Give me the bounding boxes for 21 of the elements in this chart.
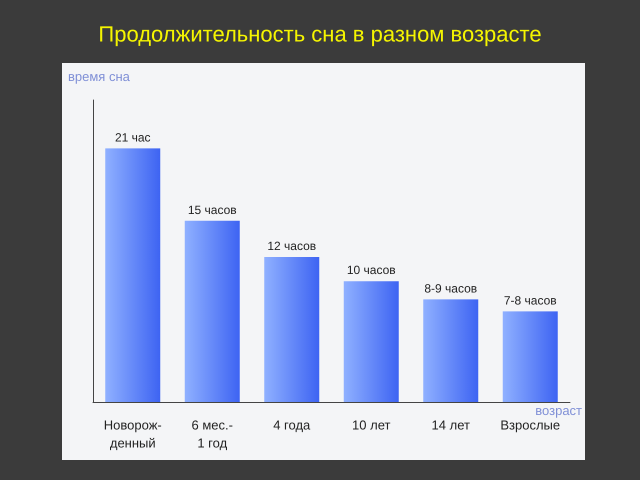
x-axis-title: возраст: [535, 403, 582, 418]
data-label: 7-8 часов: [504, 293, 557, 308]
bar: [344, 281, 399, 402]
data-label: 10 часов: [346, 263, 396, 278]
data-label: 12 часов: [267, 239, 316, 254]
data-label: 15 часов: [188, 202, 237, 217]
data-label: 21 час: [114, 130, 151, 144]
x-tick-label: 14 лет: [432, 418, 470, 432]
x-tick-label: Взрослые: [500, 418, 560, 432]
bar: [502, 311, 558, 402]
bar: [105, 148, 160, 402]
y-axis-title: время сна: [68, 69, 131, 84]
x-tick-label: 6 мес.- 1 год: [192, 418, 233, 450]
bar: [264, 257, 320, 402]
x-tick-label: 4 года: [273, 418, 312, 432]
bar: [423, 299, 478, 402]
chart-title: Продолжительность сна в разном возрасте: [98, 22, 542, 46]
data-label: 8-9 часов: [424, 281, 478, 296]
bar: [184, 220, 240, 402]
x-tick-label: 10 лет: [352, 418, 390, 432]
x-tick-label: Новорож- денный: [104, 418, 162, 450]
